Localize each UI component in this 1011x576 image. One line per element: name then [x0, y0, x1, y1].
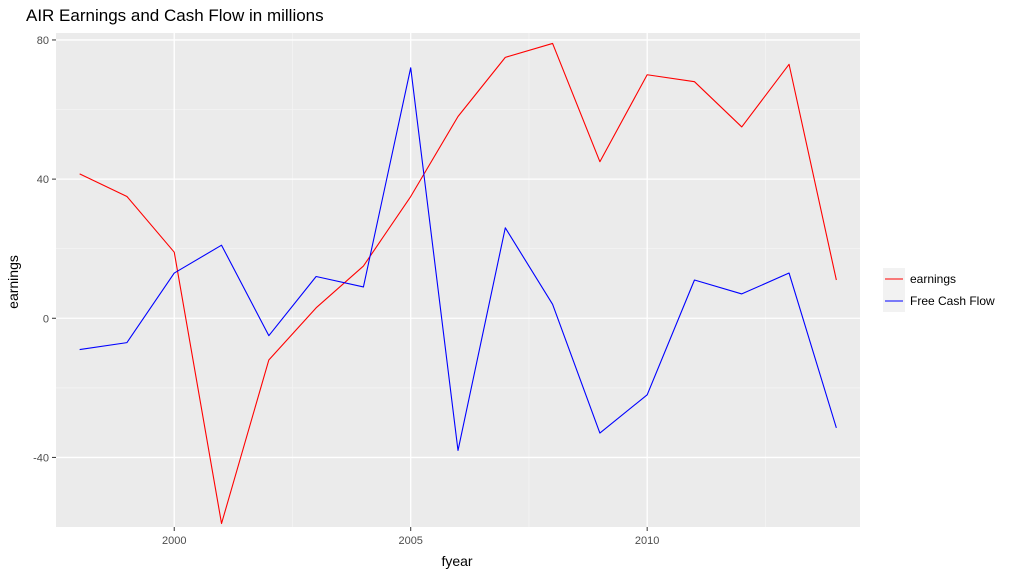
y-tick-label: 80: [37, 35, 49, 47]
series-line-earnings: [79, 42, 837, 525]
y-axis-title: earnings: [5, 255, 21, 309]
legend: earnings Free Cash Flow: [883, 268, 995, 312]
x-tick-label: 2000: [162, 535, 186, 547]
legend-label: Free Cash Flow: [910, 294, 995, 308]
y-tick-label: -40: [33, 452, 49, 464]
x-axis-title: fyear: [441, 553, 472, 569]
series-lines: [79, 42, 837, 525]
series-line-free-cash-flow: [79, 67, 837, 452]
axis-ticks: 2000 2005 2010 -40 0 40 80: [33, 35, 659, 547]
y-tick-label: 40: [37, 174, 49, 186]
chart-title: AIR Earnings and Cash Flow in millions: [26, 6, 324, 25]
x-tick-label: 2005: [398, 535, 422, 547]
plot-panel: [56, 33, 860, 527]
legend-label: earnings: [910, 272, 956, 286]
y-tick-label: 0: [43, 313, 49, 325]
minor-gridlines: [56, 33, 860, 527]
major-gridlines: [56, 33, 860, 527]
x-tick-label: 2010: [635, 535, 659, 547]
